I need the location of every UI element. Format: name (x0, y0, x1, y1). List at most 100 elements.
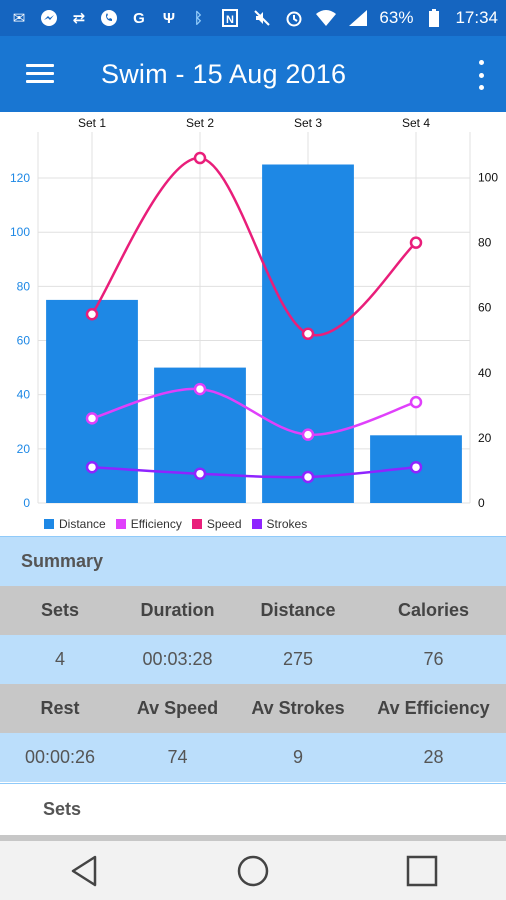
point-speed (301, 327, 315, 341)
header-av-efficiency: Av Efficiency (377, 698, 490, 718)
value-av-strokes: 9 (292, 747, 303, 767)
header-distance: Distance (260, 600, 336, 620)
more-vert-icon (478, 60, 484, 65)
point-efficiency (409, 395, 423, 409)
divider (0, 835, 506, 841)
legend-swatch (191, 519, 202, 529)
value-distance: 275 (282, 649, 314, 669)
line-strokes (91, 465, 417, 479)
nfc-icon: N (219, 7, 241, 29)
menu-button[interactable] (0, 36, 80, 112)
value-sets: 4 (54, 649, 65, 669)
battery-icon (423, 7, 445, 29)
point-speed (193, 151, 207, 165)
overflow-menu-button[interactable] (474, 60, 488, 90)
summary-header[interactable]: Summary (0, 536, 506, 586)
y-left-tick-label: 40 (17, 388, 31, 402)
messenger-icon (38, 7, 60, 29)
y-left-tick-label: 0 (23, 496, 30, 510)
legend-swatch (44, 519, 54, 529)
legend-label: Distance (59, 517, 106, 531)
system-nav-bar (0, 841, 506, 900)
y-left-tick-label: 80 (17, 279, 31, 293)
x-tick-label: Set 1 (78, 116, 106, 130)
line-speed (90, 156, 417, 337)
y-left-tick-label: 20 (17, 442, 31, 456)
point-speed (85, 307, 99, 321)
header-duration: Duration (140, 600, 215, 620)
home-icon (237, 855, 269, 886)
legend-item-distance: Distance (44, 517, 106, 531)
battery-percent: 63% (379, 8, 414, 27)
svg-text:N: N (226, 14, 234, 26)
notification-icons: ✉ ⇄ G Ψ (8, 7, 180, 29)
legend-label: Speed (206, 517, 242, 531)
system-icons: ᛒ N 63% 17:34 (187, 7, 498, 29)
header-sets: Sets (40, 600, 80, 620)
legend-item-speed: Speed (191, 517, 242, 531)
point-strokes (193, 467, 207, 480)
value-av-speed: 74 (167, 747, 188, 767)
x-tick-label: Set 4 (402, 116, 430, 130)
point-strokes (409, 460, 423, 474)
status-bar: ✉ ⇄ G Ψ ᛒ N 63% 17:34 (0, 0, 506, 36)
value-rest: 00:00:26 (24, 747, 96, 767)
value-calories: 76 (423, 649, 444, 669)
legend-swatch (115, 519, 126, 529)
point-efficiency (193, 382, 207, 396)
y-left-tick-label: 100 (10, 225, 30, 239)
legend-label: Efficiency (130, 517, 182, 531)
signal-icon (347, 7, 369, 29)
mail-icon: ✉ (12, 10, 26, 27)
y-right-tick-label: 0 (478, 496, 485, 510)
bluetooth-icon: ᛒ (193, 9, 203, 27)
value-duration: 00:03:28 (142, 649, 213, 669)
summary-header-row-2: Rest Av Speed Av Strokes Av Efficiency (0, 684, 506, 733)
back-icon (72, 855, 97, 886)
y-left-tick-label: 120 (10, 171, 30, 185)
whatsapp-icon (98, 7, 120, 29)
y-right-tick-label: 60 (478, 301, 492, 315)
line-efficiency (91, 387, 417, 436)
swim-chart: 0 20 40 60 80 100 120 0 20 40 60 80 100 Set 1 Set 2 Set… (0, 112, 506, 536)
y-right-tick-label: 100 (478, 171, 498, 185)
hamburger-icon (26, 64, 54, 84)
y-right-tick-label: 20 (478, 431, 492, 445)
y-right-tick-label: 80 (478, 236, 492, 250)
usb-icon: Ψ (162, 9, 176, 27)
point-speed (409, 236, 423, 249)
mute-icon (251, 7, 273, 29)
recents-icon (406, 855, 437, 886)
header-rest: Rest (40, 698, 80, 718)
home-button[interactable] (223, 846, 283, 896)
point-strokes (85, 460, 99, 474)
chart-legend: Distance Efficiency Speed Strokes (44, 517, 307, 531)
summary-header-row-1: Sets Duration Distance Calories (0, 586, 506, 635)
legend-item-strokes: Strokes (251, 517, 308, 531)
point-efficiency (301, 428, 315, 441)
page-title: Swim - 15 Aug 2016 (101, 58, 347, 89)
value-av-efficiency: 28 (423, 747, 444, 767)
header-av-speed: Av Speed (136, 698, 219, 718)
alarm-icon (283, 7, 305, 29)
x-tick-label: Set 2 (186, 116, 214, 130)
summary-value-row-1: 4 00:03:28 275 76 (0, 635, 506, 684)
app-bar: Swim - 15 Aug 2016 (0, 36, 506, 112)
legend-swatch (251, 519, 262, 529)
y-left-tick-label: 60 (17, 334, 31, 348)
sync-icon: ⇄ (72, 10, 86, 27)
header-calories: Calories (397, 600, 470, 620)
google-icon: G (133, 9, 145, 27)
point-strokes (301, 470, 315, 484)
sets-header[interactable]: Sets (0, 783, 506, 835)
clock: 17:34 (455, 8, 498, 27)
x-tick-label: Set 3 (294, 116, 322, 130)
back-button[interactable] (54, 846, 114, 896)
summary-value-row-2: 00:00:26 74 9 28 (0, 733, 506, 782)
header-av-strokes: Av Strokes (251, 698, 345, 718)
wifi-icon (315, 7, 337, 29)
y-right-tick-label: 40 (478, 366, 492, 380)
legend-label: Strokes (266, 517, 308, 531)
recents-button[interactable] (392, 846, 452, 896)
legend-item-efficiency: Efficiency (115, 517, 182, 531)
